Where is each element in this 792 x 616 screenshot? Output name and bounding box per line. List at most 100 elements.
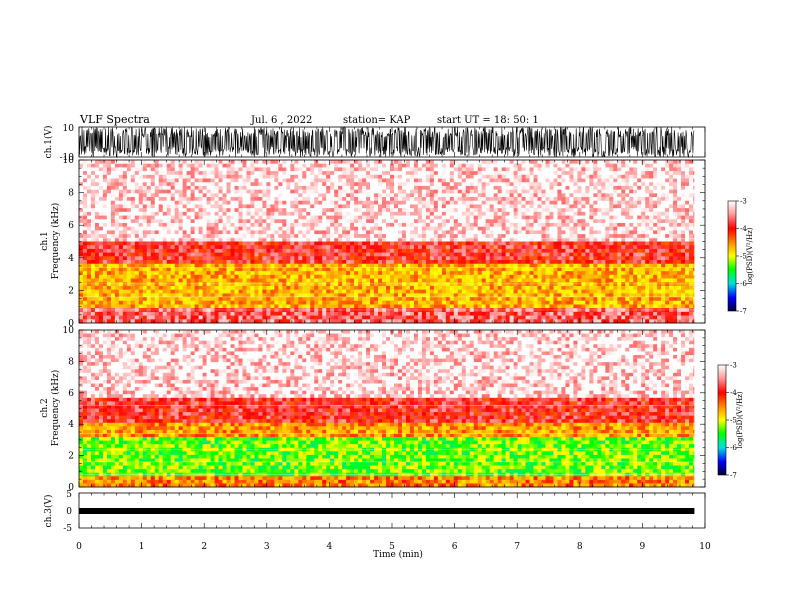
spectrogram-cell [342, 182, 346, 186]
spectrogram-cell [171, 171, 175, 175]
spectrogram-cell [171, 204, 175, 208]
spectrogram-cell [354, 167, 358, 171]
spectrogram-cell [282, 230, 286, 234]
spectrogram-cell [466, 249, 470, 253]
spectrogram-cell [262, 256, 266, 260]
spectrogram-cell [314, 182, 318, 186]
spectrogram-cell [298, 160, 302, 164]
spectrogram-cell [466, 175, 470, 179]
spectrogram-cell [490, 245, 494, 249]
spectrogram-cell [342, 193, 346, 197]
spectrogram-cell [382, 171, 386, 175]
spectrogram-cell [374, 312, 378, 316]
spectrogram-cell [131, 316, 135, 320]
spectrogram-cell [342, 267, 346, 271]
spectrogram-cell [446, 304, 450, 308]
spectrogram-cell [270, 171, 274, 175]
spectrogram-cell [123, 312, 127, 316]
spectrogram-cell [490, 279, 494, 283]
spectrogram-cell [211, 190, 215, 194]
spectrogram-cell [346, 223, 350, 227]
spectrogram-cell [159, 201, 163, 205]
spectrogram-cell [406, 182, 410, 186]
spectrogram-cell [107, 204, 111, 208]
spectrogram-cell [326, 212, 330, 216]
spectrogram-cell [374, 204, 378, 208]
spectrogram-cell [91, 267, 95, 271]
spectrogram-cell [167, 179, 171, 183]
spectrogram-cell [199, 249, 203, 253]
spectrogram-cell [366, 175, 370, 179]
spectrogram-cell [494, 260, 498, 264]
spectrogram-cell [278, 245, 282, 249]
spectrogram-cell [494, 242, 498, 246]
spectrogram-cell [414, 275, 418, 279]
spectrogram-cell [270, 186, 274, 190]
spectrogram-cell [478, 201, 482, 205]
spectrogram-cell [163, 179, 167, 183]
spectrogram-cell [183, 182, 187, 186]
spectrogram-cell [410, 312, 414, 316]
spectrogram-cell [362, 290, 366, 294]
spectrogram-cell [322, 267, 326, 271]
spectrogram-cell [159, 193, 163, 197]
spectrogram-cell [450, 227, 454, 231]
spectrogram-cell [119, 190, 123, 194]
spectrogram-cell [223, 223, 227, 227]
spectrogram-cell [418, 216, 422, 220]
spectrogram-cell [91, 223, 95, 227]
spectrogram-cell [187, 204, 191, 208]
spectrogram-cell [438, 193, 442, 197]
spectrogram-cell [438, 190, 442, 194]
spectrogram-cell [386, 219, 390, 223]
spectrogram-cell [99, 282, 103, 286]
spectrogram-cell [254, 264, 258, 268]
spectrogram-cell [215, 312, 219, 316]
spectrogram-cell [298, 182, 302, 186]
spectrogram-cell [298, 249, 302, 253]
spectrogram-cell [318, 249, 322, 253]
spectrogram-cell [167, 167, 171, 171]
spectrogram-cell [402, 227, 406, 231]
spectrogram-cell [246, 212, 250, 216]
spectrogram-cell [99, 204, 103, 208]
spectrogram-cell [266, 219, 270, 223]
spectrogram-cell [378, 234, 382, 238]
spectrogram-cell [430, 271, 434, 275]
spectrogram-cell [430, 201, 434, 205]
spectrogram-cell [350, 208, 354, 212]
spectrogram-cell [362, 186, 366, 190]
spectrogram-cell [390, 167, 394, 171]
spectrogram-cell [474, 249, 478, 253]
spectrogram-cell [115, 208, 119, 212]
spectrogram-cell [442, 171, 446, 175]
spectrogram-cell [191, 160, 195, 164]
spectrogram-cell [338, 197, 342, 201]
spectrogram-cell [374, 179, 378, 183]
spectrogram-cell [135, 227, 139, 231]
spectrogram-cell [79, 216, 83, 220]
spectrogram-cell [195, 279, 199, 283]
spectrogram-cell [342, 179, 346, 183]
spectrogram-cell [242, 312, 246, 316]
spectrogram-cell [99, 301, 103, 305]
spectrogram-cell [422, 267, 426, 271]
spectrogram-cell [167, 227, 171, 231]
spectrogram-cell [510, 253, 514, 257]
spectrogram-cell [79, 286, 83, 290]
spectrogram-cell [386, 212, 390, 216]
spectrogram-cell [446, 182, 450, 186]
spectrogram-cell [438, 216, 442, 220]
figure-title: VLF Spectra [79, 113, 150, 126]
spectrogram-cell [506, 193, 510, 197]
spectrogram-cell [103, 197, 107, 201]
spectrogram-cell [458, 230, 462, 234]
spectrogram-cell [478, 275, 482, 279]
spectrogram-cell [258, 245, 262, 249]
spectrogram-cell [139, 290, 143, 294]
spectrogram-cell [362, 216, 366, 220]
spectrogram-cell [278, 223, 282, 227]
spectrogram-cell [163, 256, 167, 260]
spectrogram-cell [410, 275, 414, 279]
spectrogram-cell [462, 304, 466, 308]
